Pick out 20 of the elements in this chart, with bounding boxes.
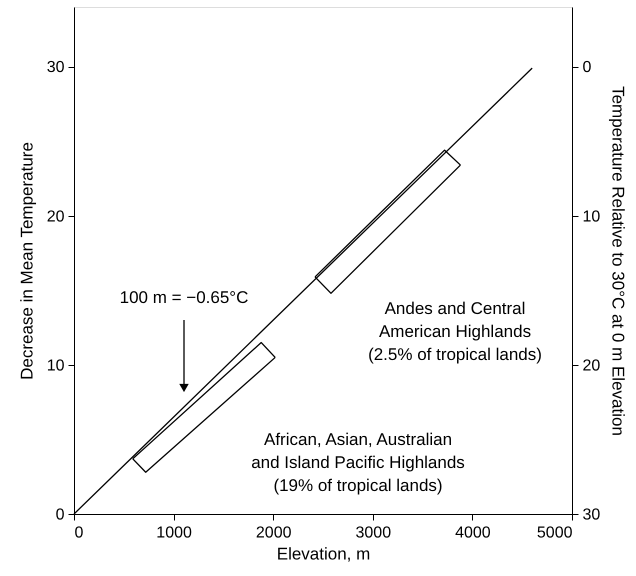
- x-tick-label: 3000: [356, 524, 392, 542]
- y-tick-label: 20: [46, 208, 65, 226]
- x-tick-label: 5000: [536, 524, 573, 542]
- annotation: 100 m = −0.65°C: [120, 288, 248, 307]
- annotation: Andes and Central American Highlands (2.5% of tropical lands): [368, 299, 542, 364]
- x-tick-label: 4000: [455, 524, 491, 542]
- y-axis-title: Decrease in Mean Temperature: [18, 142, 37, 380]
- y2-tick-label: 0: [582, 59, 592, 76]
- x-tick-label: 0: [74, 524, 84, 542]
- x-axis-title: Elevation, m: [276, 544, 370, 564]
- y-tick-label: 10: [46, 357, 65, 374]
- y2-axis-title: Temperature Relative to 30°C at 0 m Elevation: [608, 86, 628, 436]
- y2-tick-label: 10: [582, 208, 600, 226]
- y-tick-label: 30: [46, 59, 65, 76]
- y2-tick-label: 30: [582, 506, 600, 524]
- annotation: African, Asian, Australian and Island Pacific Highlands (19% of tropical lands): [251, 430, 465, 495]
- y2-tick-label: 20: [582, 357, 600, 374]
- x-tick-label: 2000: [256, 524, 292, 542]
- y-tick-label: 0: [56, 506, 65, 524]
- x-tick-label: 1000: [156, 524, 192, 542]
